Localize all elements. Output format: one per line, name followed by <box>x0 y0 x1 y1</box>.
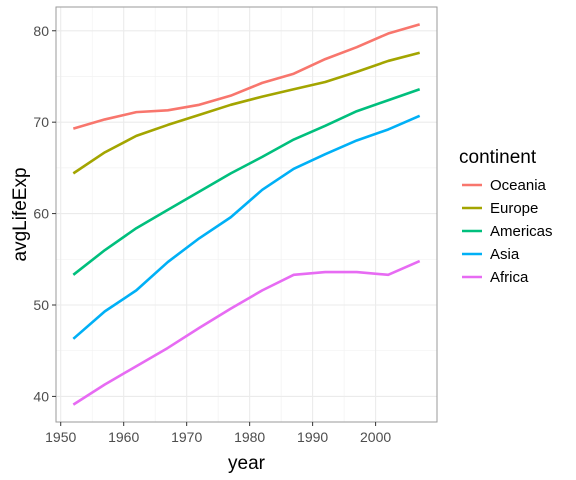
series-line-asia <box>72 114 421 340</box>
legend-item-americas: Americas <box>462 223 553 240</box>
x-axis-title: year <box>228 453 266 474</box>
x-tick-label: 1980 <box>234 429 265 445</box>
series-line-oceania <box>72 23 421 130</box>
legend: continent Oceania Europe Americas Asia Afric… <box>459 147 553 286</box>
legend-label: Oceania <box>490 177 547 194</box>
legend-label: Asia <box>490 246 520 263</box>
legend-label: Americas <box>490 223 553 240</box>
y-tick-label: 40 <box>33 388 49 404</box>
legend-item-europe: Europe <box>462 200 538 217</box>
y-tick-label: 70 <box>33 114 49 130</box>
legend-title: continent <box>459 147 537 168</box>
x-axis-ticks: 1950 1960 1970 1980 1990 2000 <box>45 422 391 445</box>
legend-item-asia: Asia <box>462 246 520 263</box>
y-tick-label: 50 <box>33 297 49 313</box>
x-tick-label: 1990 <box>297 429 328 445</box>
plot-panel-border <box>55 6 438 423</box>
y-axis-ticks: 40 50 60 70 80 <box>33 23 56 404</box>
y-axis-title: avgLifeExp <box>10 167 31 261</box>
series-lines <box>72 23 421 406</box>
series-line-europe <box>72 51 421 175</box>
x-tick-label: 1950 <box>45 429 76 445</box>
x-tick-label: 1970 <box>171 429 202 445</box>
y-tick-label: 60 <box>33 206 49 222</box>
series-line-americas <box>72 88 421 276</box>
legend-item-oceania: Oceania <box>462 177 547 194</box>
plot-panel-background <box>56 7 437 422</box>
legend-label: Europe <box>490 200 538 217</box>
x-tick-label: 2000 <box>360 429 391 445</box>
y-tick-label: 80 <box>33 23 49 39</box>
legend-item-africa: Africa <box>462 269 529 286</box>
grid-lines <box>56 7 437 422</box>
x-tick-label: 1960 <box>108 429 139 445</box>
legend-label: Africa <box>490 269 529 286</box>
series-line-africa <box>72 259 421 406</box>
